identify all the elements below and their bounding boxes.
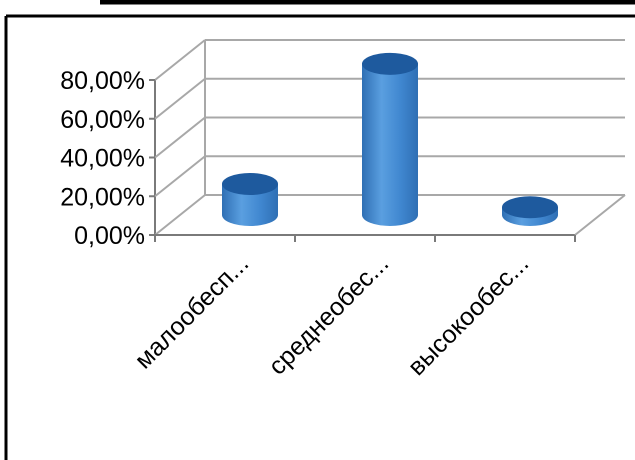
category-label: высокообес... xyxy=(403,249,535,381)
bars xyxy=(222,52,558,226)
y-tick-label: 60,00% xyxy=(60,106,145,134)
y-tick-label: 40,00% xyxy=(60,145,145,173)
y-tick-label: 20,00% xyxy=(60,183,145,211)
category-labels: малообесп... среднеобес... высокообес... xyxy=(129,249,534,381)
side-gridline xyxy=(154,116,206,159)
bar-body xyxy=(362,63,418,226)
category-label: малообесп... xyxy=(129,249,254,374)
floor-right-edge xyxy=(574,194,626,236)
bar-top xyxy=(502,196,558,219)
side-gridline xyxy=(154,194,206,236)
bar xyxy=(362,52,418,226)
bar-top xyxy=(222,173,278,195)
axes xyxy=(149,79,626,242)
bar-body xyxy=(222,184,278,226)
side-gridline xyxy=(154,39,206,81)
bar xyxy=(502,196,558,226)
bar xyxy=(222,173,278,226)
y-tick-labels: 0,00% 20,00% 40,00% 60,00% 80,00% xyxy=(60,67,145,250)
y-tick-label: 0,00% xyxy=(74,222,145,250)
side-gridline xyxy=(154,77,206,120)
y-tick-label: 80,00% xyxy=(60,67,145,95)
side-gridline xyxy=(154,155,206,198)
bar-top xyxy=(362,52,418,75)
category-label: среднеобес... xyxy=(263,249,394,380)
